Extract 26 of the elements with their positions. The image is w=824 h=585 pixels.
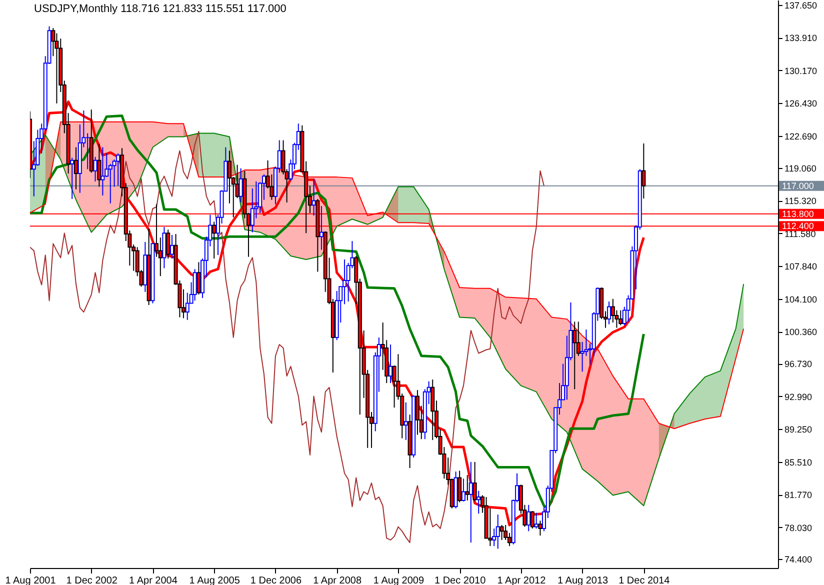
- ref-line-label: 113.800: [782, 208, 814, 219]
- ref-line-label: 117.000: [782, 180, 814, 191]
- x-tick-label: 1 Dec 2010: [434, 576, 486, 585]
- y-tick-label: 119.060: [784, 163, 816, 174]
- y-tick-label: 130.170: [784, 66, 818, 76]
- y-tick-label: 115.320: [784, 196, 816, 206]
- y-tick-label: 92.990: [784, 392, 812, 402]
- y-tick-label: 133.910: [784, 33, 818, 44]
- y-tick-label: 126.430: [784, 98, 818, 109]
- y-tick-label: 81.770: [784, 490, 812, 500]
- ref-line-label: 112.400: [782, 221, 814, 232]
- y-tick-label: 137.650: [784, 0, 818, 10]
- y-tick-label: 96.730: [784, 359, 812, 369]
- y-tick-label: 107.840: [784, 262, 818, 272]
- y-tick-label: 100.360: [784, 327, 818, 338]
- y-tick-label: 89.250: [784, 424, 812, 435]
- x-tick-label: 1 Dec 2014: [618, 576, 670, 585]
- y-tick-label: 111.580: [784, 228, 816, 239]
- chart-title: USDJPY,Monthly 118.716 121.833 115.551 117.000: [34, 3, 286, 15]
- x-tick-label: 1 Dec 2006: [250, 576, 302, 585]
- y-tick-label: 104.100: [784, 294, 818, 304]
- y-tick-label: 122.690: [784, 131, 818, 142]
- x-tick-label: 1 Dec 2002: [66, 576, 118, 585]
- y-tick-label: 78.030: [784, 522, 812, 533]
- y-tick-label: 85.510: [784, 457, 812, 468]
- y-tick-label: 74.400: [784, 554, 812, 565]
